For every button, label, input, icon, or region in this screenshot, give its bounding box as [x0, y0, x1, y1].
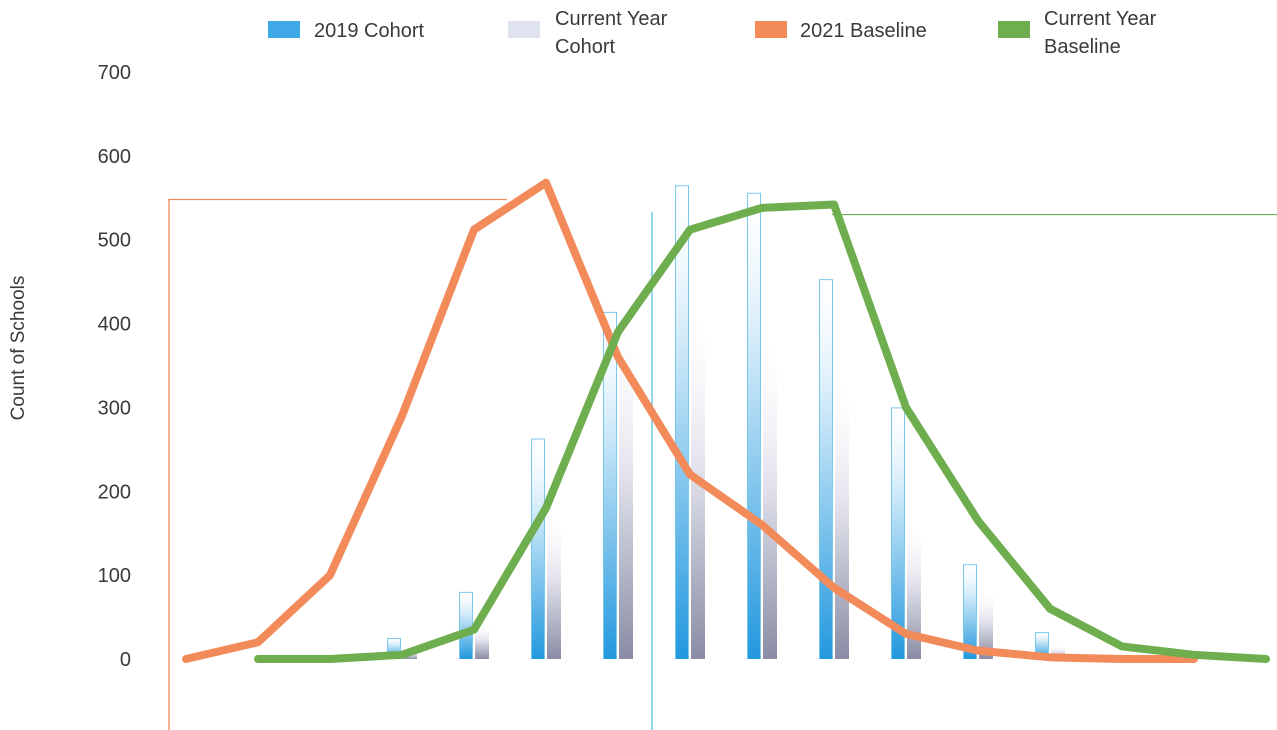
legend-swatch	[268, 21, 300, 38]
legend-item-current-year-baseline: Current Year Baseline	[998, 8, 1157, 58]
legend-swatch	[755, 21, 787, 38]
bar-2019-cohort-outline	[891, 407, 905, 659]
legend-label: 2021 Baseline	[800, 20, 927, 42]
y-tick-label: 700	[98, 62, 131, 84]
bar-2019-cohort	[819, 279, 833, 659]
legend-label: Current Year	[555, 8, 668, 30]
y-tick-label: 100	[98, 565, 131, 587]
legend-swatch	[998, 21, 1030, 38]
bar-current-year-cohort	[691, 315, 705, 659]
bar-2019-cohort	[675, 185, 689, 659]
y-tick-label: 300	[98, 397, 131, 419]
bar-2019-cohort	[603, 311, 617, 659]
legend-item-current-year-cohort: Current Year Cohort	[508, 8, 668, 58]
bar-current-year-cohort	[619, 327, 633, 659]
bar-2019-cohort	[891, 407, 905, 659]
bar-2019-cohort-outline	[675, 185, 689, 659]
bar-current-year-cohort	[835, 382, 849, 659]
bar-2019-cohort	[747, 192, 761, 660]
bar-2019-cohort	[459, 591, 473, 659]
bar-2019-cohort-outline	[1035, 632, 1049, 659]
legend-label: Baseline	[1044, 36, 1121, 58]
line-2021-baseline	[182, 178, 1198, 663]
bar-2019-cohort-outline	[387, 638, 401, 659]
bar-2019-cohort-outline	[819, 279, 833, 659]
y-axis-ticks: 0 100 200 300 400 500 600 700	[98, 62, 131, 671]
bar-2019-cohort	[531, 438, 545, 659]
y-tick-label: 500	[98, 230, 131, 252]
bar-2019-cohort-outline	[963, 564, 977, 659]
legend: 2019 Cohort Current Year Cohort 2021 Baseli…	[268, 8, 1157, 58]
bar-current-year-cohort	[763, 344, 777, 659]
line-current-year-baseline	[254, 200, 1270, 663]
legend-label: Cohort	[555, 36, 615, 58]
y-tick-label: 600	[98, 146, 131, 168]
bar-current-year-cohort	[979, 591, 993, 659]
bar-2019-cohort-outline	[531, 438, 545, 659]
legend-label: Current Year	[1044, 8, 1157, 30]
legend-item-2021-baseline: 2021 Baseline	[755, 20, 927, 42]
bar-current-year-cohort	[907, 524, 921, 659]
legend-swatch	[508, 21, 540, 38]
reference-lines	[168, 198, 1277, 730]
bar-2019-cohort-outline	[603, 311, 617, 659]
bars	[387, 185, 1065, 660]
y-tick-label: 200	[98, 481, 131, 503]
bar-current-year-cohort	[547, 516, 561, 659]
y-tick-label: 0	[120, 649, 131, 671]
bar-2019-cohort-outline	[747, 192, 761, 659]
reference-line-orange	[168, 198, 507, 730]
legend-item-2019-cohort: 2019 Cohort	[268, 20, 425, 42]
legend-label: 2019 Cohort	[314, 20, 425, 42]
y-tick-label: 400	[98, 314, 131, 336]
y-axis-title: Count of Schools	[8, 276, 29, 421]
bar-2019-cohort	[963, 564, 977, 659]
lines	[182, 178, 1270, 663]
bar-current-year-cohort	[475, 625, 489, 659]
y-axis-title-group: Count of Schools	[8, 276, 29, 421]
